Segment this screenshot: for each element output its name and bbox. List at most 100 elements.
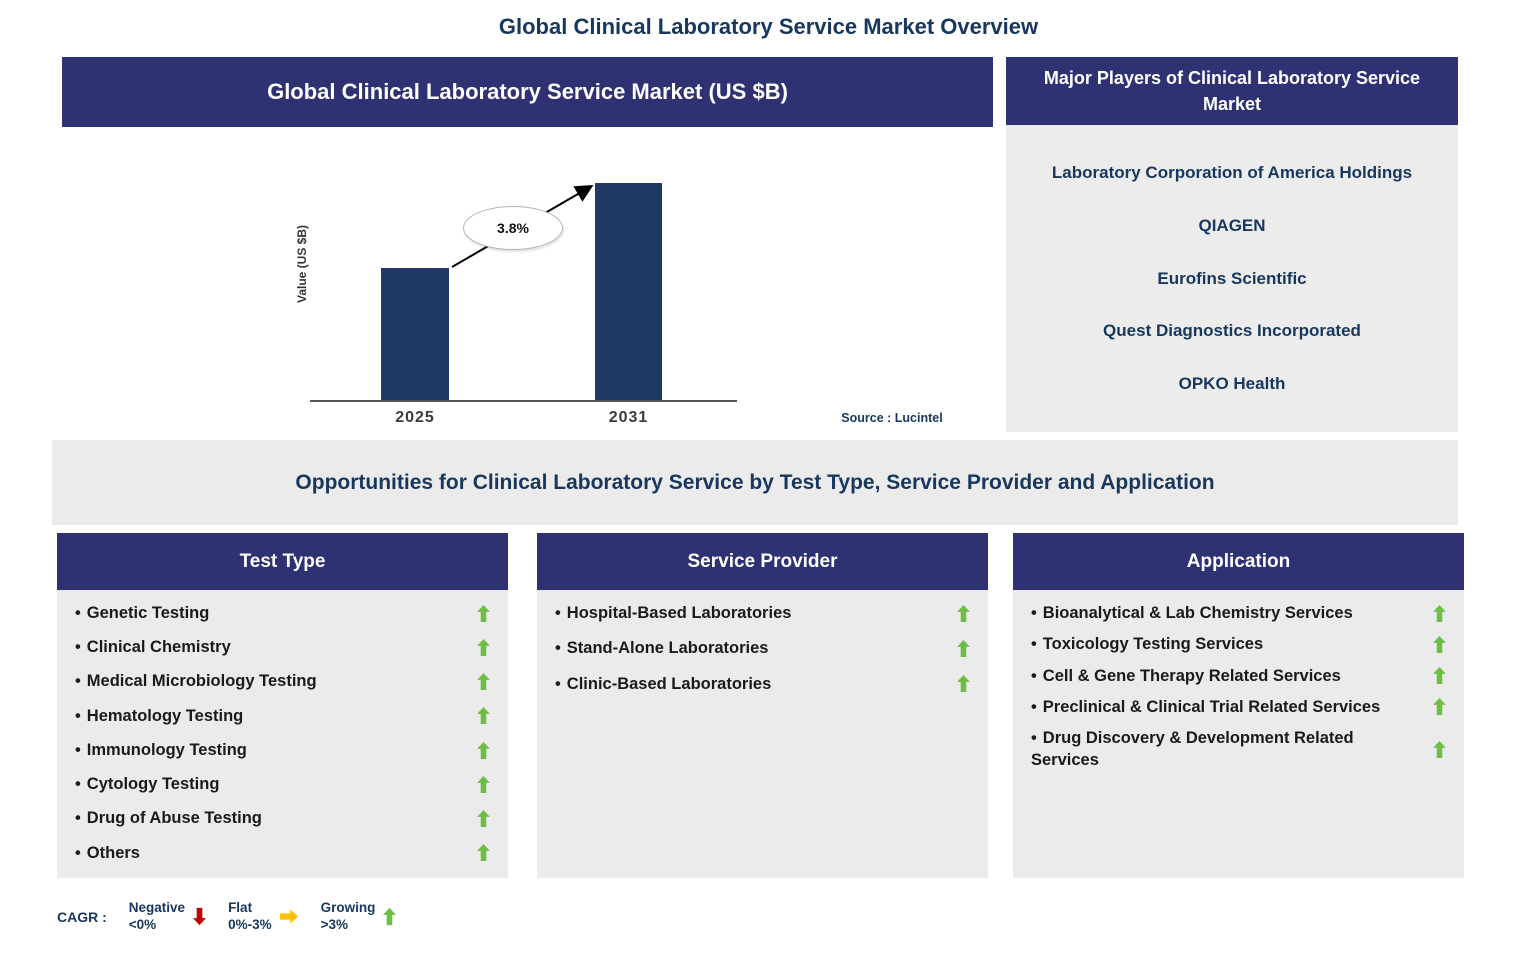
growing-up-arrow-icon xyxy=(477,810,490,827)
chart-bar-2031 xyxy=(595,183,662,400)
list-item: • Genetic Testing xyxy=(75,602,490,624)
growing-up-arrow-icon xyxy=(1433,667,1446,684)
bullet: • xyxy=(555,674,561,693)
item-label: Clinic-Based Laboratories xyxy=(566,674,772,693)
bullet: • xyxy=(75,809,81,828)
legend-entry-negative: Negative <0% xyxy=(129,900,206,934)
chart-x-axis xyxy=(310,400,737,402)
list-item: • Hospital-Based Laboratories xyxy=(555,602,970,624)
player-name: Quest Diagnostics Incorporated xyxy=(1103,321,1361,341)
bullet: • xyxy=(555,639,561,658)
item-label: Hematology Testing xyxy=(86,706,244,725)
list-item: • Preclinical & Clinical Trial Related Se… xyxy=(1031,696,1446,718)
list-item: • Clinical Chemistry xyxy=(75,636,490,658)
item-label: Drug Discovery & Development Related Ser… xyxy=(1031,729,1354,770)
list-item: • Toxicology Testing Services xyxy=(1031,633,1446,655)
legend-entry-flat: Flat 0%-3% xyxy=(228,900,299,934)
growing-up-arrow-icon xyxy=(1433,605,1446,622)
bullet: • xyxy=(75,706,81,725)
growing-up-arrow-icon xyxy=(477,844,490,861)
test-type-list: • Genetic Testing • Clinical Chemistry • Me… xyxy=(57,590,508,878)
service-provider-header: Service Provider xyxy=(537,533,988,590)
growing-up-arrow-icon xyxy=(1433,698,1446,715)
test-type-column: Test Type • Genetic Testing • Clinical Che… xyxy=(57,533,508,878)
item-label: Others xyxy=(86,843,140,862)
list-item: • Bioanalytical & Lab Chemistry Services xyxy=(1031,602,1446,624)
cagr-legend: CAGR : Negative <0% Flat 0%-3% Growing >… xyxy=(57,900,396,934)
list-item: • Others xyxy=(75,842,490,864)
item-label: Cell & Gene Therapy Related Services xyxy=(1042,666,1341,685)
item-label: Toxicology Testing Services xyxy=(1042,635,1264,654)
growing-up-arrow-icon xyxy=(957,640,970,657)
bullet: • xyxy=(555,604,561,622)
cagr-legend-label: CAGR : xyxy=(57,908,107,925)
growing-up-arrow-icon xyxy=(477,605,490,622)
chart-category-2025: 2025 xyxy=(395,409,435,426)
list-item: • Drug of Abuse Testing xyxy=(75,807,490,829)
item-label: Bioanalytical & Lab Chemistry Services xyxy=(1042,604,1353,622)
bullet: • xyxy=(1031,635,1037,654)
bullet: • xyxy=(1031,666,1037,685)
list-item: • Cell & Gene Therapy Related Services xyxy=(1031,665,1446,687)
chart-bar-2025 xyxy=(381,268,449,400)
legend-flat-range: 0%-3% xyxy=(228,916,272,932)
negative-down-arrow-icon xyxy=(193,907,206,926)
application-header: Application xyxy=(1013,533,1464,590)
item-label: Medical Microbiology Testing xyxy=(86,672,317,691)
growing-up-arrow-icon xyxy=(477,673,490,690)
legend-growing-range: >3% xyxy=(320,916,348,932)
bullet: • xyxy=(75,775,81,794)
bullet: • xyxy=(1031,729,1037,748)
flat-right-arrow-icon xyxy=(280,907,299,926)
bar-chart: Value (US $B) 2025 2031 3.8% Source : Lu… xyxy=(62,127,993,432)
major-players-header: Major Players of Clinical Laboratory Ser… xyxy=(1006,57,1458,125)
service-provider-column: Service Provider • Hospital-Based Laborat… xyxy=(537,533,988,878)
growing-up-arrow-icon xyxy=(477,742,490,759)
opportunities-band: Opportunities for Clinical Laboratory Se… xyxy=(52,440,1458,525)
growing-up-arrow-icon xyxy=(957,675,970,692)
list-item: • Drug Discovery & Development Related Se… xyxy=(1031,727,1446,772)
item-label: Stand-Alone Laboratories xyxy=(566,639,769,658)
chart-category-2031: 2031 xyxy=(608,409,649,426)
list-item: • Cytology Testing xyxy=(75,773,490,795)
test-type-header: Test Type xyxy=(57,533,508,590)
growing-up-arrow-icon xyxy=(383,907,396,926)
item-label: Genetic Testing xyxy=(86,604,210,622)
item-label: Immunology Testing xyxy=(86,740,247,759)
chart-panel-header: Global Clinical Laboratory Service Marke… xyxy=(62,57,993,127)
legend-entry-growing: Growing >3% xyxy=(321,900,397,934)
bullet: • xyxy=(75,843,81,862)
legend-negative-label: Negative xyxy=(128,900,186,915)
legend-flat-label: Flat xyxy=(228,900,253,915)
service-provider-list: • Hospital-Based Laboratories • Stand-Alon… xyxy=(537,590,988,878)
cagr-annotation: 3.8% xyxy=(463,206,563,250)
item-label: Drug of Abuse Testing xyxy=(86,809,262,828)
growing-up-arrow-icon xyxy=(1433,636,1446,653)
opportunities-title: Opportunities for Clinical Laboratory Se… xyxy=(295,470,1215,494)
trend-arrow xyxy=(451,184,594,268)
growing-up-arrow-icon xyxy=(1433,741,1446,758)
growing-up-arrow-icon xyxy=(477,639,490,656)
player-name: QIAGEN xyxy=(1198,215,1266,235)
legend-negative-range: <0% xyxy=(128,916,157,932)
source-note: Source : Lucintel xyxy=(841,411,943,425)
player-name: Eurofins Scientific xyxy=(1157,268,1307,288)
bullet: • xyxy=(75,604,81,622)
bullet: • xyxy=(75,672,81,691)
page-title: Global Clinical Laboratory Service Marke… xyxy=(498,14,1039,39)
bullet: • xyxy=(75,740,81,759)
bullet: • xyxy=(1031,697,1037,716)
list-item: • Immunology Testing xyxy=(75,739,490,761)
application-list: • Bioanalytical & Lab Chemistry Services … xyxy=(1013,590,1464,878)
major-players-list: Laboratory Corporation of America Holdin… xyxy=(1006,125,1458,432)
item-label: Preclinical & Clinical Trial Related Ser… xyxy=(1042,697,1381,716)
list-item: • Medical Microbiology Testing xyxy=(75,670,490,692)
bullet: • xyxy=(75,638,81,657)
bullet: • xyxy=(1031,604,1037,622)
application-column: Application • Bioanalytical & Lab Chemist… xyxy=(1013,533,1464,878)
item-label: Cytology Testing xyxy=(86,775,220,794)
item-label: Hospital-Based Laboratories xyxy=(566,604,792,622)
legend-growing-label: Growing xyxy=(320,900,376,915)
list-item: • Stand-Alone Laboratories xyxy=(555,637,970,659)
growing-up-arrow-icon xyxy=(477,776,490,793)
